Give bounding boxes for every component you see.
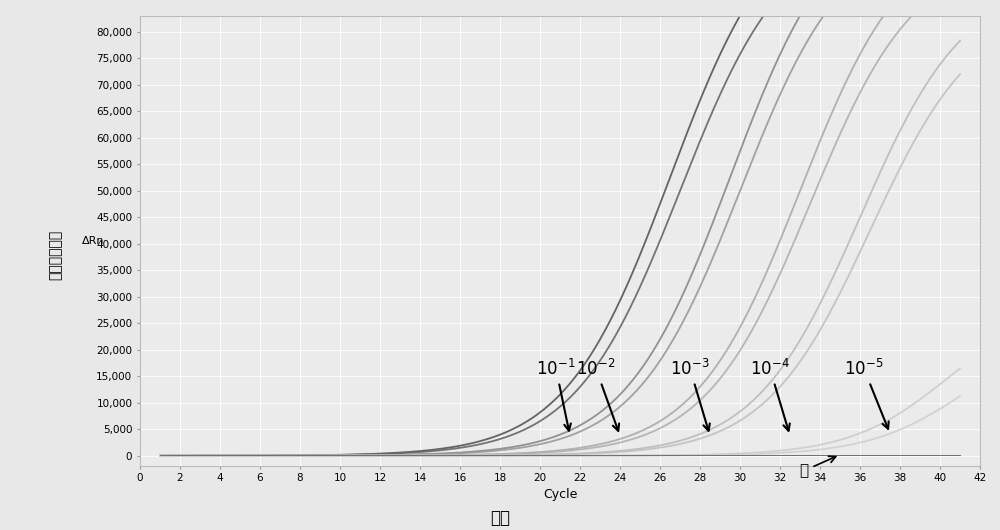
Text: $10^{-4}$: $10^{-4}$ — [750, 359, 790, 431]
Text: 循环: 循环 — [490, 509, 510, 527]
Text: $10^{-5}$: $10^{-5}$ — [844, 359, 889, 429]
Text: $10^{-2}$: $10^{-2}$ — [576, 359, 619, 431]
Text: $10^{-3}$: $10^{-3}$ — [670, 359, 710, 431]
Y-axis label: ΔRn: ΔRn — [82, 236, 105, 246]
X-axis label: Cycle: Cycle — [543, 488, 577, 500]
Text: 荧光强度变化: 荧光强度变化 — [48, 229, 62, 279]
Text: $10^{-1}$: $10^{-1}$ — [536, 359, 576, 431]
Text: 水: 水 — [799, 456, 836, 478]
